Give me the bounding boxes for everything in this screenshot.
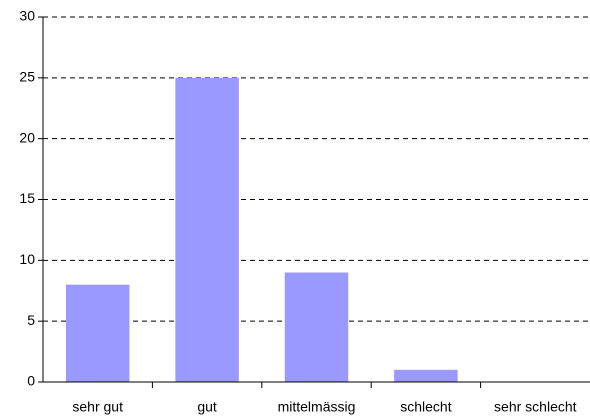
x-tick-label: sehr gut [72, 399, 123, 415]
y-tick-label: 30 [19, 8, 35, 24]
x-tick-label: gut [197, 399, 217, 415]
x-tick-label: mittelmässig [278, 399, 356, 415]
y-tick-label: 20 [19, 129, 35, 145]
y-tick-label: 0 [27, 373, 35, 389]
y-tick-label: 10 [19, 251, 35, 267]
bar [65, 284, 130, 382]
bar [175, 77, 239, 382]
x-tick-label: schlecht [400, 399, 451, 415]
x-tick-label: sehr schlecht [494, 399, 577, 415]
y-tick-label: 25 [19, 69, 35, 85]
bar [284, 272, 349, 382]
bar [394, 369, 458, 382]
y-tick-label: 15 [19, 190, 35, 206]
y-tick-label: 5 [27, 312, 35, 328]
